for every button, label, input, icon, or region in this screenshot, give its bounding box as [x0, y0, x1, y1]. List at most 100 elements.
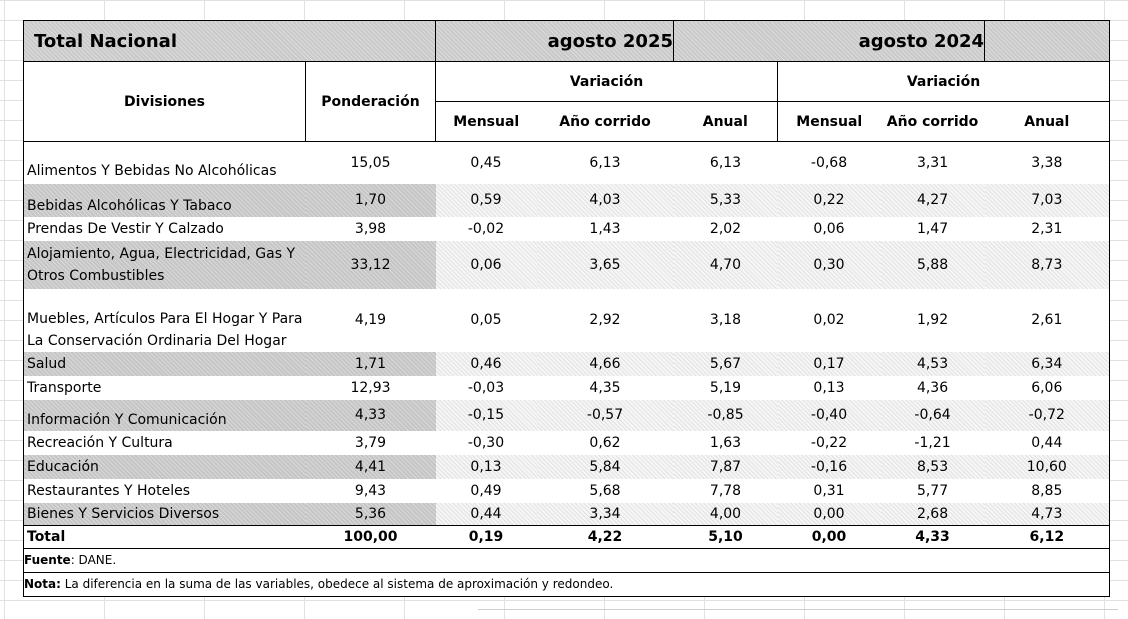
header-row-2: Mensual Año corrido Anual Mensual Año co… [24, 101, 1111, 142]
ytd-2024: 3,31 [916, 154, 949, 171]
total-annual-2024: 6,12 [984, 524, 1111, 549]
rounding-note: Nota: La diferencia en la suma de las va… [22, 572, 1111, 597]
table-row: Salud 1,71 0,46 4,66 5,67 0,17 4,53 6,34 [23, 351, 1111, 376]
annual-2025: 4,70 [673, 240, 778, 289]
annual-2025: 7,87 [673, 454, 778, 479]
total-monthly-2024: 0,00 [777, 524, 881, 549]
table-row: Recreación Y Cultura 3,79 -0,30 0,62 1,6… [23, 430, 1111, 455]
monthly-2024: 0,22 [777, 183, 881, 217]
monthly-2024: 0,06 [813, 220, 845, 237]
weight-value: 12,93 [350, 379, 391, 396]
note-text: La diferencia en la suma de las variable… [60, 577, 614, 591]
annual-2024: 6,06 [984, 375, 1111, 400]
division-label-line1: Muebles, Artículos Para El Hogar Y Para [27, 310, 303, 327]
table-row: Bebidas Alcohólicas Y Tabaco 1,70 0,59 4… [23, 183, 1111, 217]
ytd-2025: 3,65 [536, 240, 674, 289]
ytd-2025: 5,68 [589, 482, 621, 499]
banner-period-current: agosto 2025 [434, 20, 675, 62]
division-label: Información Y Comunicación [23, 399, 306, 431]
monthly-2025: 0,13 [435, 454, 537, 479]
monthly-2025: 0,44 [435, 502, 537, 525]
ytd-2024: 1,92 [916, 312, 949, 328]
ytd-2025: 4,66 [536, 351, 674, 376]
division-label: Alimentos Y Bebidas No Alcohólicas [23, 141, 306, 184]
ytd-2025: 0,62 [589, 434, 621, 451]
division-label: Salud [23, 351, 306, 376]
weight-value: 5,36 [305, 502, 436, 525]
note-label: Nota: [24, 577, 61, 591]
monthly-2025: -0,03 [467, 379, 505, 396]
monthly-2025: -0,02 [467, 220, 505, 237]
annual-2025: -0,85 [673, 399, 778, 431]
header-annual-previous: Anual [984, 101, 1111, 142]
ytd-2024: 8,53 [880, 454, 985, 479]
ytd-2025: 6,13 [589, 154, 621, 171]
header-ytd-previous: Año corrido [880, 101, 985, 142]
ytd-2024: 4,53 [880, 351, 985, 376]
annual-2024: 7,03 [984, 183, 1111, 217]
monthly-2025: 0,59 [435, 183, 537, 217]
header-annual-current: Anual [673, 101, 779, 142]
ytd-2025: 3,34 [536, 502, 674, 525]
ytd-2024: -1,21 [914, 434, 951, 451]
total-weight: 100,00 [305, 524, 436, 549]
ytd-2024: 1,47 [916, 220, 949, 237]
total-ytd-2024: 4,33 [880, 524, 985, 549]
ytd-2024: 5,77 [916, 482, 949, 499]
monthly-2024: 0,13 [813, 379, 845, 396]
table-row: Transporte 12,93 -0,03 4,35 5,19 0,13 4,… [23, 375, 1111, 400]
source-note: Fuente: DANE. [22, 548, 1111, 573]
annual-2025: 5,19 [709, 379, 742, 396]
monthly-2024: 0,31 [813, 482, 845, 499]
total-annual-2025: 5,10 [673, 524, 778, 549]
division-label: Educación [23, 454, 306, 479]
ytd-2024: 2,68 [880, 502, 985, 525]
division-label: Prendas De Vestir Y Calzado [23, 216, 306, 241]
weight-value: 1,70 [305, 183, 436, 217]
header-weight: Ponderación [305, 61, 436, 142]
ytd-2025: 1,43 [589, 220, 621, 237]
monthly-2024: -0,16 [777, 454, 881, 479]
source-row: Fuente: DANE. [22, 548, 1111, 573]
cpi-table-container: Total Nacional agosto 2025 agosto 2024 D… [22, 20, 1111, 597]
annual-2025: 2,02 [709, 220, 742, 237]
source-text: : DANE. [70, 553, 117, 567]
division-label-line1: Alojamiento, Agua, Electricidad, Gas Y [27, 245, 296, 262]
division-label: Alojamiento, Agua, Electricidad, Gas Y Ot… [23, 240, 306, 289]
header-divisions: Divisiones [23, 61, 306, 142]
cpi-table: Total Nacional agosto 2025 agosto 2024 D… [22, 20, 1111, 597]
table-banner: Total Nacional agosto 2025 agosto 2024 [23, 20, 1111, 62]
note-row: Nota: La diferencia en la suma de las va… [22, 572, 1111, 597]
table-row: Educación 4,41 0,13 5,84 7,87 -0,16 8,53… [23, 454, 1111, 479]
monthly-2025: 0,06 [435, 240, 537, 289]
annual-2024: 2,61 [984, 288, 1111, 352]
weight-value: 33,12 [305, 240, 436, 289]
table-row: Bienes Y Servicios Diversos 5,36 0,44 3,… [23, 502, 1111, 525]
ytd-2024: 4,27 [880, 183, 985, 217]
annual-2025: 1,63 [709, 434, 742, 451]
division-label: Bebidas Alcohólicas Y Tabaco [23, 183, 306, 217]
monthly-2025: -0,30 [467, 434, 505, 451]
annual-2025: 3,18 [709, 312, 742, 328]
weight-value: 3,98 [354, 220, 387, 237]
ytd-2025: 4,35 [589, 379, 621, 396]
division-label: Muebles, Artículos Para El Hogar Y Para L… [23, 288, 306, 352]
weight-value: 15,05 [350, 154, 391, 171]
ytd-2024: 4,36 [916, 379, 949, 396]
annual-2024: 2,31 [984, 216, 1111, 241]
table-row: Alimentos Y Bebidas No Alcohólicas 15,05… [23, 141, 1111, 184]
total-label: Total [23, 524, 306, 549]
total-monthly-2025: 0,19 [435, 524, 537, 549]
annual-2025: 4,00 [673, 502, 778, 525]
annual-2024: 3,38 [984, 141, 1111, 184]
monthly-2025: 0,46 [435, 351, 537, 376]
monthly-2024: 0,02 [813, 312, 845, 328]
annual-2024: -0,72 [984, 399, 1111, 431]
header-ytd-current: Año corrido [536, 101, 674, 142]
division-label: Restaurantes Y Hoteles [23, 478, 306, 503]
weight-value: 4,41 [305, 454, 436, 479]
monthly-2024: 0,17 [777, 351, 881, 376]
monthly-2024: 0,00 [777, 502, 881, 525]
annual-2024: 10,60 [984, 454, 1111, 479]
header-monthly-previous: Mensual [777, 101, 881, 142]
